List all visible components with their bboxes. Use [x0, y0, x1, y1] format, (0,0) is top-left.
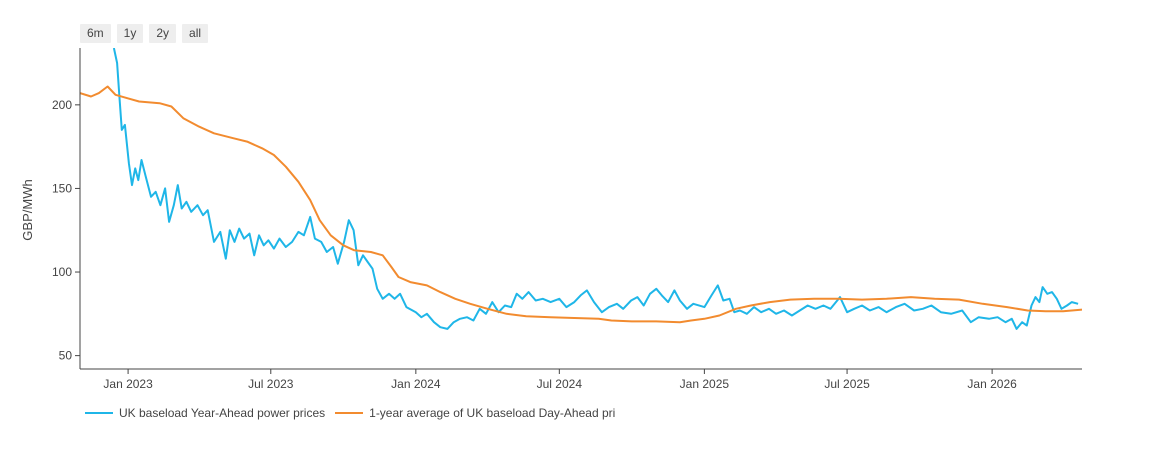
range-button-2y[interactable]: 2y	[149, 24, 177, 43]
x-tick-label: Jul 2023	[248, 377, 294, 391]
legend: UK baseload Year-Ahead power prices 1-ye…	[85, 406, 615, 420]
legend-label-day-ahead-average: 1-year average of UK baseload Day-Ahead …	[369, 406, 616, 420]
x-axis-ticks: Jan 2023 Jul 2023 Jan 2024 Jul 2024 Jan 2025…	[103, 369, 1017, 391]
x-tick-label: Jan 2023	[103, 377, 153, 391]
legend-item-year-ahead[interactable]: UK baseload Year-Ahead power prices	[85, 406, 325, 420]
y-axis-ticks: 50 100 150 200	[52, 98, 80, 363]
legend-label-year-ahead: UK baseload Year-Ahead power prices	[119, 406, 326, 420]
range-button-6m[interactable]: 6m	[80, 24, 111, 43]
line-chart: 50 100 150 200 Jan 2023 Jul 2023 Jan 2024 Jul …	[20, 48, 1082, 391]
y-tick-label: 100	[52, 265, 72, 279]
y-tick-label: 200	[52, 98, 72, 112]
plot-area	[80, 48, 1082, 330]
year-ahead-line	[112, 48, 1079, 330]
x-tick-label: Jan 2025	[680, 377, 730, 391]
legend-swatch-day-ahead-average	[335, 412, 364, 414]
x-tick-label: Jan 2026	[967, 377, 1017, 391]
legend-swatch-year-ahead	[85, 412, 113, 414]
legend-item-day-ahead-average[interactable]: 1-year average of UK baseload Day-Ahead …	[335, 406, 615, 420]
x-tick-label: Jul 2025	[824, 377, 870, 391]
range-button-1y[interactable]: 1y	[116, 24, 144, 43]
y-tick-label: 50	[59, 349, 73, 363]
x-tick-label: Jan 2024	[391, 377, 441, 391]
y-tick-label: 150	[52, 181, 72, 195]
y-axis-title: GBP/MWh	[20, 179, 35, 240]
range-selector: 6m 1y 2y all	[80, 24, 209, 43]
day-ahead-average-line	[80, 85, 1082, 324]
x-tick-label: Jul 2024	[537, 377, 583, 391]
range-button-all[interactable]: all	[182, 24, 209, 43]
